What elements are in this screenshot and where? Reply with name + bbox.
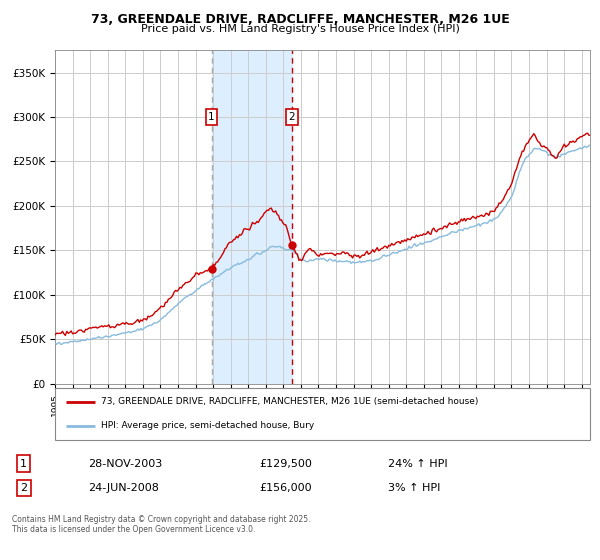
Text: 24-JUN-2008: 24-JUN-2008 [88,483,159,493]
Text: £129,500: £129,500 [259,459,312,469]
Text: Contains HM Land Registry data © Crown copyright and database right 2025.
This d: Contains HM Land Registry data © Crown c… [12,515,310,534]
Text: 1: 1 [208,112,215,122]
Text: 2: 2 [289,112,295,122]
Text: HPI: Average price, semi-detached house, Bury: HPI: Average price, semi-detached house,… [101,421,314,430]
Text: 3% ↑ HPI: 3% ↑ HPI [388,483,440,493]
Text: 28-NOV-2003: 28-NOV-2003 [88,459,163,469]
Bar [212,50,292,384]
Text: Price paid vs. HM Land Registry's House Price Index (HPI): Price paid vs. HM Land Registry's House … [140,24,460,34]
Text: 73, GREENDALE DRIVE, RADCLIFFE, MANCHESTER, M26 1UE (semi-detached house): 73, GREENDALE DRIVE, RADCLIFFE, MANCHEST… [101,397,478,406]
Text: 1: 1 [20,459,27,469]
Text: 24% ↑ HPI: 24% ↑ HPI [388,459,448,469]
Text: £156,000: £156,000 [259,483,311,493]
Text: 2: 2 [20,483,27,493]
FancyBboxPatch shape [55,388,590,440]
Text: 73, GREENDALE DRIVE, RADCLIFFE, MANCHESTER, M26 1UE: 73, GREENDALE DRIVE, RADCLIFFE, MANCHEST… [91,13,509,26]
